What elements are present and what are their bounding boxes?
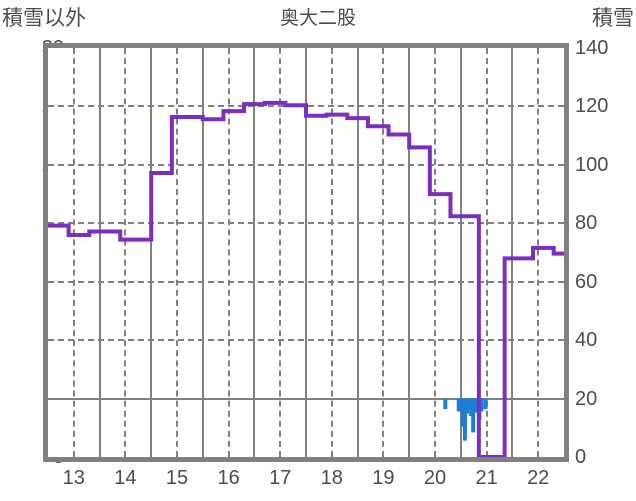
vertical-gridline-major bbox=[98, 48, 101, 457]
vertical-gridline-minor bbox=[382, 48, 385, 457]
snowfall-bar bbox=[473, 398, 478, 413]
snowfall-bar bbox=[483, 398, 488, 410]
horizontal-gridline bbox=[48, 163, 564, 166]
horizontal-gridline bbox=[48, 339, 564, 342]
vertical-gridline-minor bbox=[227, 48, 230, 457]
x-axis-tick: 20 bbox=[423, 467, 447, 489]
x-axis-tick: 22 bbox=[527, 467, 550, 489]
vertical-gridline-major bbox=[511, 48, 514, 457]
vertical-gridline-major bbox=[253, 48, 256, 457]
x-axis-tick: 15 bbox=[165, 467, 189, 489]
vertical-gridline-major bbox=[201, 48, 204, 457]
snowfall-bar bbox=[460, 398, 465, 427]
snowfall-bars bbox=[443, 398, 488, 441]
horizontal-gridline bbox=[48, 280, 564, 283]
vertical-gridline-minor bbox=[176, 48, 178, 457]
y-axis-right-tick: 80 bbox=[575, 212, 598, 235]
y-axis-right-tick: 20 bbox=[575, 387, 598, 410]
vertical-gridline-major bbox=[459, 48, 462, 457]
plot-inner bbox=[48, 48, 564, 457]
x-axis-tick: 13 bbox=[62, 467, 85, 489]
vertical-gridline-minor bbox=[434, 48, 436, 457]
y-axis-right-tick: 60 bbox=[575, 270, 598, 293]
vertical-gridline-major bbox=[150, 48, 153, 457]
snowfall-bar bbox=[479, 398, 484, 412]
vertical-gridline-minor bbox=[72, 48, 75, 457]
snowfall-bar bbox=[467, 398, 472, 410]
snowfall-bar bbox=[462, 398, 467, 441]
chart-title: 奥大二股 bbox=[279, 8, 356, 29]
temperature-step-line bbox=[48, 100, 564, 457]
x-axis-tick: 21 bbox=[475, 467, 498, 489]
vertical-gridline-minor bbox=[537, 48, 540, 457]
vertical-gridline-minor bbox=[279, 48, 282, 457]
y-axis-right-tick: 100 bbox=[575, 153, 609, 176]
x-axis-tick: 17 bbox=[269, 467, 292, 489]
y-axis-right-tick: 120 bbox=[575, 95, 609, 118]
y-axis-right-tick: 40 bbox=[575, 329, 598, 352]
vertical-gridline-major bbox=[408, 48, 411, 457]
left-axis-title: 積雪以外 bbox=[2, 7, 86, 30]
vertical-gridline-minor bbox=[485, 48, 488, 457]
vertical-gridline-major bbox=[305, 48, 307, 457]
snowfall-bar bbox=[471, 398, 476, 433]
y-axis-right-tick: 0 bbox=[575, 446, 587, 468]
snowfall-bar bbox=[464, 398, 469, 414]
x-axis-tick: 16 bbox=[217, 467, 240, 489]
vertical-gridline-major bbox=[356, 48, 359, 457]
x-axis-tick: 14 bbox=[114, 467, 137, 489]
data-series-layer bbox=[48, 100, 564, 457]
vertical-gridline-minor bbox=[124, 48, 127, 457]
snowfall-bar bbox=[458, 398, 463, 411]
snowfall-bar bbox=[443, 398, 448, 410]
vertical-gridline-minor bbox=[330, 48, 333, 457]
snowfall-bar bbox=[456, 398, 461, 412]
x-axis-tick: 18 bbox=[320, 467, 343, 489]
horizontal-gridline bbox=[48, 222, 564, 225]
zero-line bbox=[48, 397, 564, 400]
x-axis-tick: 19 bbox=[372, 467, 395, 489]
snowfall-bar bbox=[469, 398, 474, 417]
right-axis-title: 積雪 bbox=[592, 7, 634, 30]
y-axis-right-tick: 140 bbox=[575, 37, 609, 59]
plot-area bbox=[43, 43, 569, 462]
